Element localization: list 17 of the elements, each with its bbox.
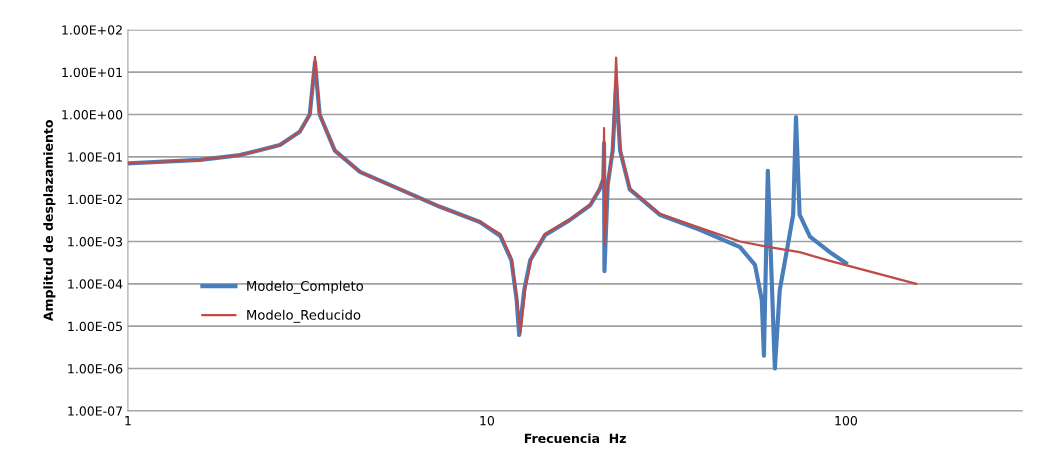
x-tick-label: 100 bbox=[835, 415, 858, 426]
x-tick-label: 10 bbox=[480, 415, 495, 426]
legend-label: Modelo_Reducido bbox=[247, 309, 361, 323]
y-tick-label: 1.00E-01 bbox=[68, 152, 122, 162]
y-tick-label: 1.00E-05 bbox=[68, 321, 122, 332]
x-axis-title: Frecuencia Hz bbox=[524, 433, 626, 444]
y-tick-label: 1.00E-03 bbox=[68, 236, 123, 247]
y-axis-title: Amplitud de desplazamiento bbox=[43, 120, 56, 322]
x-tick-label: 1 bbox=[125, 416, 131, 426]
y-tick-label: 1.00E+02 bbox=[62, 25, 122, 35]
y-tick-label: 1.00E-04 bbox=[68, 279, 123, 289]
y-tick-label: 1.00E+01 bbox=[62, 67, 122, 78]
y-tick-label: 1.00E+00 bbox=[62, 109, 123, 120]
legend-label: Modelo_Completo bbox=[247, 280, 364, 294]
y-tick-label: 1.00E-06 bbox=[68, 364, 123, 374]
y-tick-label: 1.00E-07 bbox=[68, 406, 122, 416]
y-tick-label: 1.00E-02 bbox=[68, 194, 122, 205]
